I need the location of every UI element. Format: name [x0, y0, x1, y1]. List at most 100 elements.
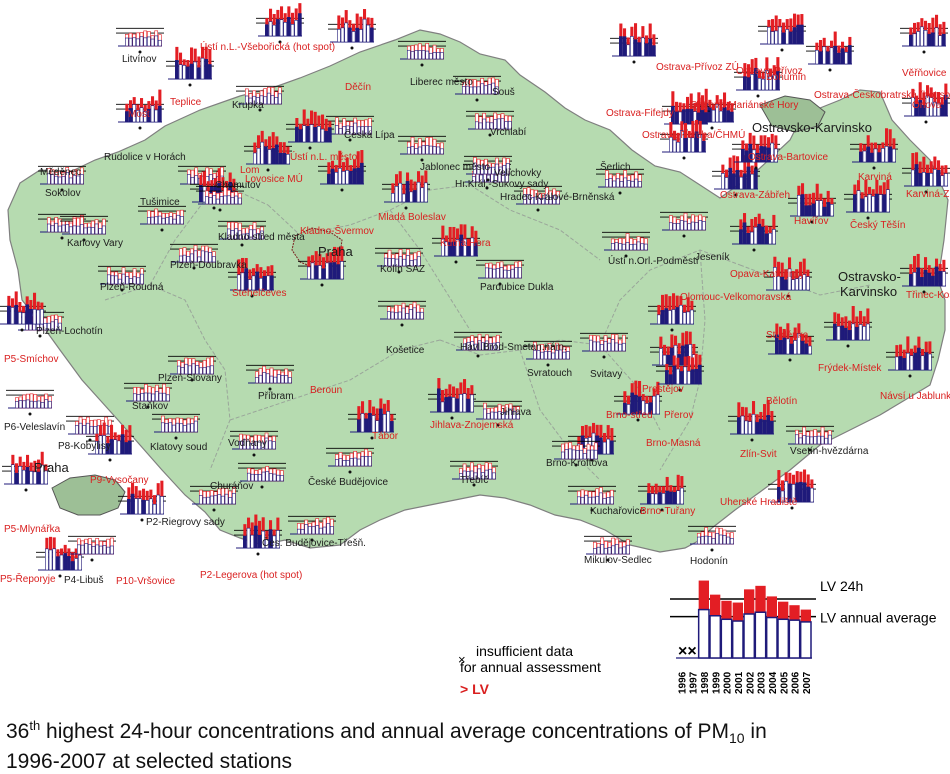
- station-label: Svitavy: [590, 369, 622, 380]
- chart-bar-annual: [494, 411, 498, 420]
- chart-bar-annual: [328, 127, 332, 143]
- chart-bar-annual: [940, 175, 945, 187]
- station-label: Vsetín-hvězdárna: [790, 446, 869, 457]
- station-dot: [188, 83, 192, 87]
- chart-bar-annual: [56, 556, 60, 571]
- chart-bar-annual: [33, 401, 38, 409]
- chart-bar-annual: [161, 217, 166, 225]
- station-chart: [584, 535, 632, 555]
- chart-bar-annual: [462, 470, 467, 480]
- chart-bar-annual: [65, 172, 70, 185]
- chart-bar-annual: [566, 351, 570, 360]
- chart-bar-annual: [384, 257, 388, 267]
- station-dot: [752, 248, 756, 252]
- chart-bar-annual: [810, 487, 814, 503]
- chart-bar-annual: [888, 146, 893, 163]
- chart-bar-24h: [409, 179, 413, 202]
- chart-bar-annual: [200, 57, 205, 80]
- chart-bar-annual: [702, 221, 706, 231]
- chart-bar-annual: [600, 544, 605, 555]
- city-ostrava-2: Ostravsko-: [838, 269, 901, 284]
- chart-bar-annual: [502, 165, 507, 175]
- chart-bar-annual: [629, 244, 634, 251]
- chart-bar-annual: [321, 268, 326, 280]
- chart-bar-annual: [844, 327, 848, 341]
- chart-bar-annual: [245, 95, 249, 105]
- station-label: Plzeň-Slovany: [158, 373, 222, 384]
- chart-bar-annual: [368, 413, 372, 433]
- station-label: Brno-Masná: [646, 438, 701, 449]
- chart-bar-annual: [698, 364, 702, 385]
- chart-bar-annual: [488, 267, 493, 279]
- chart-bar-annual: [223, 195, 228, 205]
- chart-bar-annual: [486, 121, 490, 130]
- chart-bar-annual: [391, 258, 396, 267]
- chart-bar-annual: [441, 238, 445, 257]
- station-dot: [60, 236, 64, 240]
- chart-bar-annual: [155, 391, 159, 402]
- chart-bar-annual: [818, 51, 823, 65]
- chart-bar-annual: [429, 52, 433, 60]
- chart-bar-annual: [679, 371, 684, 385]
- station-label: Lom: [240, 165, 259, 176]
- chart-bar-annual: [774, 30, 779, 45]
- chart-bar-annual: [407, 49, 411, 60]
- station-chart: [246, 364, 294, 384]
- chart-bar-24h: [337, 15, 341, 43]
- station-dot: [632, 60, 636, 64]
- chart-bar-annual: [206, 366, 211, 375]
- chart-bar-annual: [197, 256, 202, 263]
- chart-bar-annual: [545, 194, 549, 205]
- chart-bar-annual: [99, 545, 103, 555]
- chart-bar-annual: [182, 65, 187, 80]
- station-label: Klatovy soud: [150, 442, 207, 453]
- station-chart: [138, 205, 186, 225]
- station-label: Zlín-Svit: [740, 449, 777, 460]
- station-label: Šerlich: [600, 160, 631, 173]
- station-label: Ústí n.L.-Všebořická (hot spot): [200, 40, 335, 53]
- station-dot: [348, 470, 352, 474]
- chart-bar-annual: [503, 269, 508, 279]
- chart-bar-annual: [822, 206, 827, 217]
- chart-bar-annual: [481, 472, 485, 480]
- chart-bar-annual: [129, 278, 133, 285]
- chart-bar-annual: [18, 399, 23, 409]
- chart-bar-annual: [766, 415, 771, 435]
- chart-bar-annual: [802, 435, 807, 445]
- chart-bar-annual: [682, 312, 687, 325]
- chart-bar-annual: [80, 174, 84, 185]
- station-label: P6-Veleslavín: [4, 422, 65, 433]
- chart-bar-annual: [645, 403, 649, 415]
- chart-bar-annual: [18, 311, 22, 325]
- station-dot: [174, 436, 178, 440]
- legend-bar-annual: [709, 615, 722, 659]
- chart-bar-annual: [413, 190, 417, 203]
- chart-bar-annual: [763, 146, 767, 163]
- chart-bar-annual: [775, 334, 779, 355]
- chart-bar-annual: [417, 256, 421, 267]
- chart-bar-annual: [607, 342, 612, 352]
- chart-bar-24h: [777, 261, 781, 290]
- chart-bar-annual: [290, 24, 295, 37]
- chart-bar-annual: [409, 191, 414, 203]
- chart-bar-annual: [199, 185, 203, 203]
- chart-bar-annual: [470, 341, 475, 351]
- chart-bar-annual: [314, 265, 319, 280]
- station-chart: [806, 31, 854, 65]
- chart-bar-annual: [909, 355, 914, 371]
- station-chart: [660, 119, 708, 153]
- chart-bar-annual: [36, 471, 41, 485]
- chart-bar-annual: [676, 368, 680, 385]
- chart-bar-annual: [516, 412, 520, 420]
- station-chart: [476, 259, 524, 279]
- chart-bar-annual: [264, 146, 268, 165]
- chart-bar-24h: [774, 15, 778, 45]
- chart-bar-annual: [799, 481, 803, 503]
- caption-sub: 10: [728, 730, 745, 747]
- chart-bar-annual: [696, 112, 701, 125]
- chart-bar-24h: [780, 262, 784, 290]
- chart-bar-annual: [10, 307, 15, 325]
- chart-bar-annual: [909, 34, 913, 47]
- chart-bar-annual: [924, 352, 929, 371]
- chart-bar-annual: [765, 70, 769, 91]
